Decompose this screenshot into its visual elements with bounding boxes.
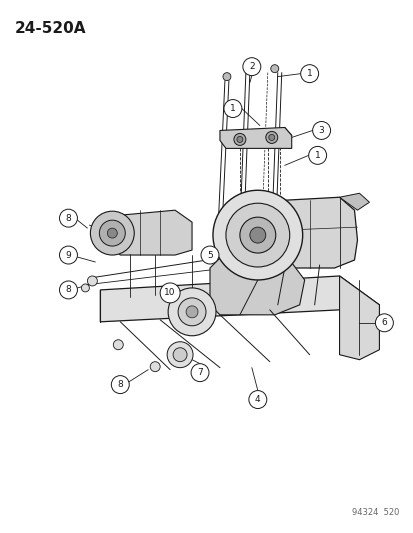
Circle shape xyxy=(300,64,318,83)
Circle shape xyxy=(239,217,275,253)
Circle shape xyxy=(375,314,392,332)
Text: 1: 1 xyxy=(230,104,235,113)
Text: 94324  520: 94324 520 xyxy=(351,508,399,517)
Circle shape xyxy=(201,246,218,264)
Circle shape xyxy=(160,283,180,303)
Circle shape xyxy=(81,284,89,292)
Circle shape xyxy=(265,132,277,143)
Circle shape xyxy=(90,211,134,255)
Circle shape xyxy=(59,209,77,227)
Circle shape xyxy=(150,362,160,372)
Text: 24-520A: 24-520A xyxy=(14,21,86,36)
Text: 10: 10 xyxy=(164,288,176,297)
Circle shape xyxy=(248,391,266,408)
Circle shape xyxy=(107,228,117,238)
Text: 3: 3 xyxy=(318,126,324,135)
Circle shape xyxy=(233,133,245,146)
Circle shape xyxy=(59,281,77,299)
Circle shape xyxy=(312,122,330,140)
Text: 5: 5 xyxy=(206,251,212,260)
Text: 8: 8 xyxy=(65,214,71,223)
Circle shape xyxy=(212,190,302,280)
Circle shape xyxy=(87,276,97,286)
Circle shape xyxy=(243,64,251,72)
Circle shape xyxy=(168,288,216,336)
Polygon shape xyxy=(110,210,192,255)
Circle shape xyxy=(178,298,206,326)
Circle shape xyxy=(308,147,326,164)
Circle shape xyxy=(236,136,242,142)
Polygon shape xyxy=(339,276,378,360)
Circle shape xyxy=(167,342,192,368)
Circle shape xyxy=(190,364,209,382)
Circle shape xyxy=(223,72,230,80)
Circle shape xyxy=(99,220,125,246)
Circle shape xyxy=(185,306,197,318)
Text: 8: 8 xyxy=(117,380,123,389)
Circle shape xyxy=(223,100,241,117)
Polygon shape xyxy=(100,276,378,335)
Text: 1: 1 xyxy=(314,151,320,160)
Circle shape xyxy=(59,246,77,264)
Polygon shape xyxy=(209,253,304,315)
Text: 6: 6 xyxy=(381,318,386,327)
Circle shape xyxy=(270,64,278,72)
Circle shape xyxy=(268,134,274,140)
Polygon shape xyxy=(339,193,368,210)
Circle shape xyxy=(173,348,187,362)
Text: 2: 2 xyxy=(249,62,254,71)
Text: 1: 1 xyxy=(306,69,312,78)
Text: 8: 8 xyxy=(65,285,71,294)
Circle shape xyxy=(113,340,123,350)
Text: 9: 9 xyxy=(65,251,71,260)
Circle shape xyxy=(225,203,289,267)
Text: 4: 4 xyxy=(254,395,260,404)
Circle shape xyxy=(242,58,260,76)
Polygon shape xyxy=(277,197,357,268)
Circle shape xyxy=(249,227,265,243)
Polygon shape xyxy=(219,127,291,148)
Circle shape xyxy=(111,376,129,393)
Text: 7: 7 xyxy=(197,368,202,377)
